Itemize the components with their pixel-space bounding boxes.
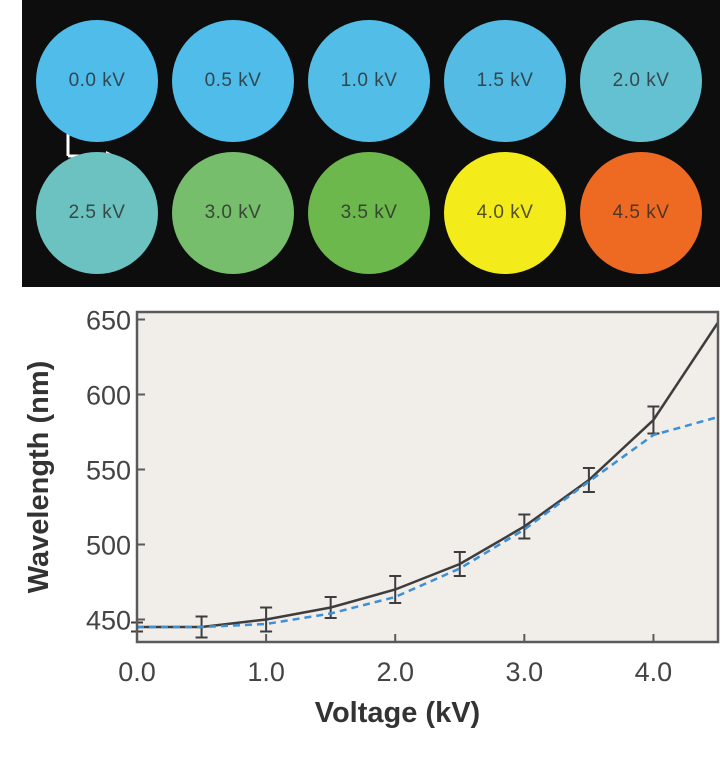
swatch-voltage-label: 2.5 kV [68, 202, 126, 223]
color-swatch: 0.5 kV [172, 20, 294, 142]
color-swatch-panel: 0.0 kV 0.5 kV 1.0 kV 1.5 kV 2.0 kV 2.5 kV 3.0 … [22, 0, 720, 287]
swatch-voltage-label: 2.0 kV [612, 70, 670, 91]
color-swatch: 4.0 kV [444, 152, 566, 274]
y-tick-label: 450 [86, 606, 131, 636]
swatch-voltage-label: 0.0 kV [68, 70, 126, 91]
error-bar [582, 467, 595, 493]
measured-curve-solid [137, 321, 720, 629]
swatch-voltage-label: 4.5 kV [612, 202, 670, 223]
y-axis-title: Wavelength (nm) [23, 361, 55, 594]
swatch-voltage-label: 3.0 kV [204, 202, 262, 223]
plot-frame [135, 310, 720, 644]
swatch-voltage-label: 0.5 kV [204, 70, 262, 91]
color-swatch: 2.0 kV [580, 20, 702, 142]
swatch-voltage-label: 3.5 kV [340, 202, 398, 223]
x-tick-label: 2.0 [376, 657, 414, 687]
color-swatch: 1.5 kV [444, 20, 566, 142]
x-tick-label: 4.0 [635, 657, 673, 687]
x-tick-label: 3.0 [506, 657, 544, 687]
plot-area [137, 312, 718, 642]
color-swatch: 4.5 kV [580, 152, 702, 274]
error-bar [389, 575, 402, 604]
swatch-voltage-label: 1.5 kV [476, 70, 534, 91]
swatch-voltage-label: 1.0 kV [340, 70, 398, 91]
swatch-voltage-label: 4.0 kV [476, 202, 534, 223]
color-swatch: 2.5 kV [36, 152, 158, 274]
color-swatch: 3.0 kV [172, 152, 294, 274]
color-swatch: 3.5 kV [308, 152, 430, 274]
y-tick-label: 550 [86, 456, 131, 486]
x-axis-title: Voltage (kV) [315, 697, 480, 729]
error-bar [647, 405, 660, 435]
y-tick-label: 650 [86, 306, 131, 336]
y-tick-label: 600 [86, 381, 131, 411]
error-bar [453, 551, 466, 577]
y-tick-label: 500 [86, 531, 131, 561]
wavelength-chart: 0.0 1.0 2.0 3.0 4.0 450 500 550 600 650 Voltage (… [23, 306, 720, 729]
x-tick-label: 0.0 [118, 657, 156, 687]
model-curve-dashed [137, 415, 719, 629]
error-bar [260, 606, 273, 633]
x-tick-label: 1.0 [247, 657, 285, 687]
color-swatch: 0.0 kV [36, 20, 158, 142]
color-swatch: 1.0 kV [308, 20, 430, 142]
error-bar [518, 513, 531, 540]
